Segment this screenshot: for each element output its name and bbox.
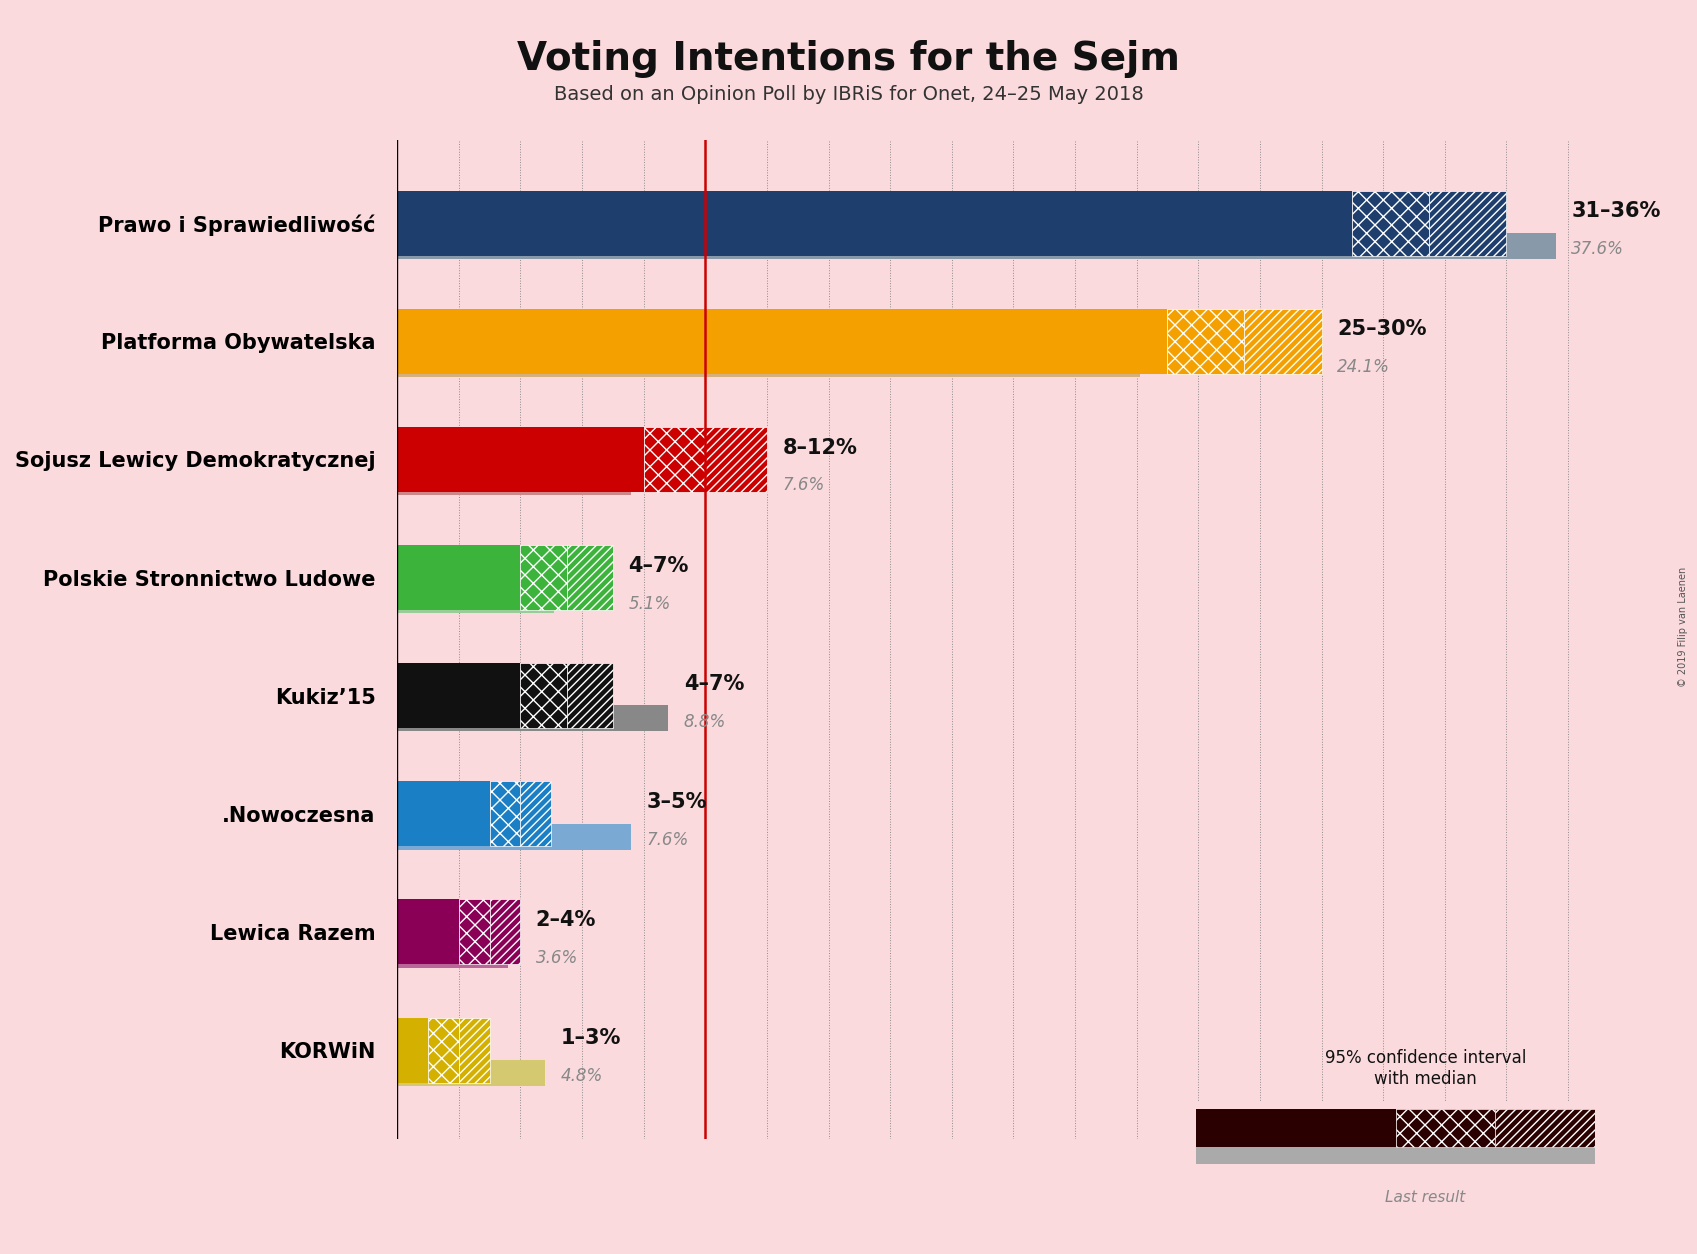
Bar [1429,191,1507,256]
Bar [1244,308,1322,374]
Bar [397,1017,428,1082]
Bar [490,899,521,964]
Bar [643,426,706,492]
Bar [567,545,613,609]
Bar [567,663,613,729]
Bar [1196,1109,1395,1146]
Text: 8.8%: 8.8% [684,712,726,731]
Text: 7.6%: 7.6% [782,477,825,494]
Text: 5.1%: 5.1% [628,594,670,612]
Text: © 2019 Filip van Laenen: © 2019 Filip van Laenen [1678,567,1689,687]
Bar [397,351,1140,377]
Bar [397,426,643,492]
Text: 31–36%: 31–36% [1571,202,1660,221]
Bar [397,1060,545,1086]
Text: 4–7%: 4–7% [628,556,689,576]
Bar [397,824,631,849]
Bar [1353,191,1429,256]
Bar [706,426,767,492]
Bar [521,545,567,609]
Bar [397,545,521,609]
Text: Voting Intentions for the Sejm: Voting Intentions for the Sejm [518,40,1179,78]
Text: 4.8%: 4.8% [560,1067,602,1085]
Bar [397,781,490,846]
Bar [458,1017,490,1082]
Bar [490,781,521,846]
Bar [521,663,567,729]
Bar [458,899,490,964]
Text: 2–4%: 2–4% [536,910,596,930]
Text: 3–5%: 3–5% [647,793,708,813]
Text: Based on an Opinion Poll by IBRiS for Onet, 24–25 May 2018: Based on an Opinion Poll by IBRiS for On… [553,85,1144,104]
Bar [397,663,521,729]
Bar [397,469,631,495]
Bar [397,942,507,968]
Text: 3.6%: 3.6% [536,949,579,967]
Bar [1395,1109,1495,1146]
Bar [397,587,555,613]
Bar [397,899,458,964]
Text: 8–12%: 8–12% [782,438,857,458]
Bar [397,308,1168,374]
Text: 1–3%: 1–3% [560,1028,621,1048]
Text: 37.6%: 37.6% [1571,240,1624,258]
Bar [1168,308,1244,374]
Bar [521,781,552,846]
Bar [397,706,669,731]
Text: 25–30%: 25–30% [1337,320,1427,340]
Text: 95% confidence interval
with median: 95% confidence interval with median [1325,1050,1526,1087]
Bar [397,233,1556,258]
Bar [397,191,1353,256]
Text: 24.1%: 24.1% [1337,359,1390,376]
Text: 4–7%: 4–7% [684,673,743,693]
Bar [1495,1109,1595,1146]
Bar [428,1017,458,1082]
Text: Last result: Last result [1385,1190,1466,1205]
Text: 7.6%: 7.6% [647,831,689,849]
Bar [1196,1146,1595,1164]
